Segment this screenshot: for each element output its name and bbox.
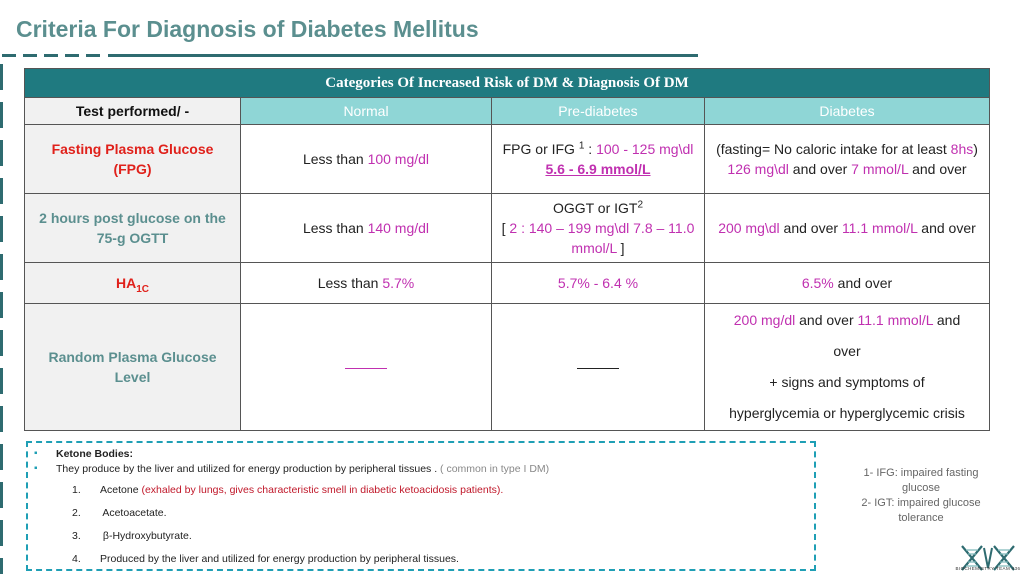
header-normal: Normal [240, 97, 492, 125]
ketone-heading: Ketone Bodies: [56, 448, 134, 460]
row-label-ogtt: 2 hours post glucose on the 75-g OGTT [24, 193, 241, 263]
cell-ha1c-normal: Less than 5.7% [240, 262, 492, 304]
dna-logo-icon [961, 545, 1015, 571]
table-row-ogtt: 2 hours post glucose on the 75-g OGTT Le… [24, 193, 990, 263]
table-header-row: Test performed/ - Normal Pre-diabetes Di… [24, 97, 990, 125]
header-diabetes: Diabetes [704, 97, 990, 125]
table-caption-row: Categories Of Increased Risk of DM & Dia… [24, 68, 990, 98]
dash-mark [577, 367, 619, 369]
table-row-fpg: Fasting Plasma Glucose (FPG) Less than 1… [24, 124, 990, 194]
ketone-bodies-box: ▪ ▪ Ketone Bodies: They produce by the l… [26, 441, 816, 571]
logo-text: BIOCHEMISTRY TEAM 436 [955, 566, 1021, 571]
table-row-ha1c: HA1C Less than 5.7% 5.7% - 6.4 % 6.5% an… [24, 262, 990, 304]
cell-random-diabetes: 200 mg/dl and over 11.1 mmol/L and over … [704, 303, 990, 431]
list-item: 1. Acetone (exhaled by lungs, gives chara… [72, 484, 504, 496]
cell-ogtt-prediabetes: OGGT or IGT2 [ 2 : 140 – 199 mg\dl 7.8 –… [491, 193, 705, 263]
bullet-icon: ▪ [34, 463, 38, 474]
row-label-ha1c: HA1C [24, 262, 241, 304]
list-item: 2. Acetoacetate. [72, 507, 167, 519]
footnote-ifg: 1- IFG: impaired fasting glucose [863, 467, 979, 494]
header-test: Test performed/ - [24, 97, 241, 125]
list-item: 3. β-Hydroxybutyrate. [72, 530, 192, 542]
diagnosis-table: Categories Of Increased Risk of DM & Dia… [24, 68, 990, 431]
footnote-igt: 2- IGT: impaired glucose tolerance [861, 497, 981, 524]
cell-ha1c-diabetes: 6.5% and over [704, 262, 990, 304]
list-item: 4. Produced by the liver and utilized for… [72, 553, 459, 565]
page-title: Criteria For Diagnosis of Diabetes Melli… [16, 16, 479, 42]
table-row-random: Random Plasma Glucose Level 200 mg/dl an… [24, 303, 990, 431]
cell-fpg-prediabetes: FPG or IFG 1 : 100 - 125 mg\dl 5.6 - 6.9… [491, 124, 705, 194]
cell-random-prediabetes [491, 303, 705, 431]
row-label-fpg: Fasting Plasma Glucose (FPG) [24, 124, 241, 194]
bullet-icon: ▪ [34, 448, 38, 459]
dash-mark [345, 367, 387, 369]
table-caption: Categories Of Increased Risk of DM & Dia… [24, 68, 990, 98]
cell-fpg-normal: Less than 100 mg/dl [240, 124, 492, 194]
row-label-random: Random Plasma Glucose Level [24, 303, 241, 431]
cell-ogtt-diabetes: 200 mg\dl and over 11.1 mmol/L and over [704, 193, 990, 263]
footnotes: 1- IFG: impaired fasting glucose 2- IGT:… [846, 466, 996, 526]
cell-ogtt-normal: Less than 140 mg/dl [240, 193, 492, 263]
cell-ha1c-prediabetes: 5.7% - 6.4 % [491, 262, 705, 304]
ketone-description: They produce by the liver and utilized f… [56, 463, 550, 475]
cell-random-normal [240, 303, 492, 431]
cell-fpg-diabetes: (fasting= No caloric intake for at least… [704, 124, 990, 194]
left-border-decoration [0, 64, 3, 574]
header-prediabetes: Pre-diabetes [491, 97, 705, 125]
